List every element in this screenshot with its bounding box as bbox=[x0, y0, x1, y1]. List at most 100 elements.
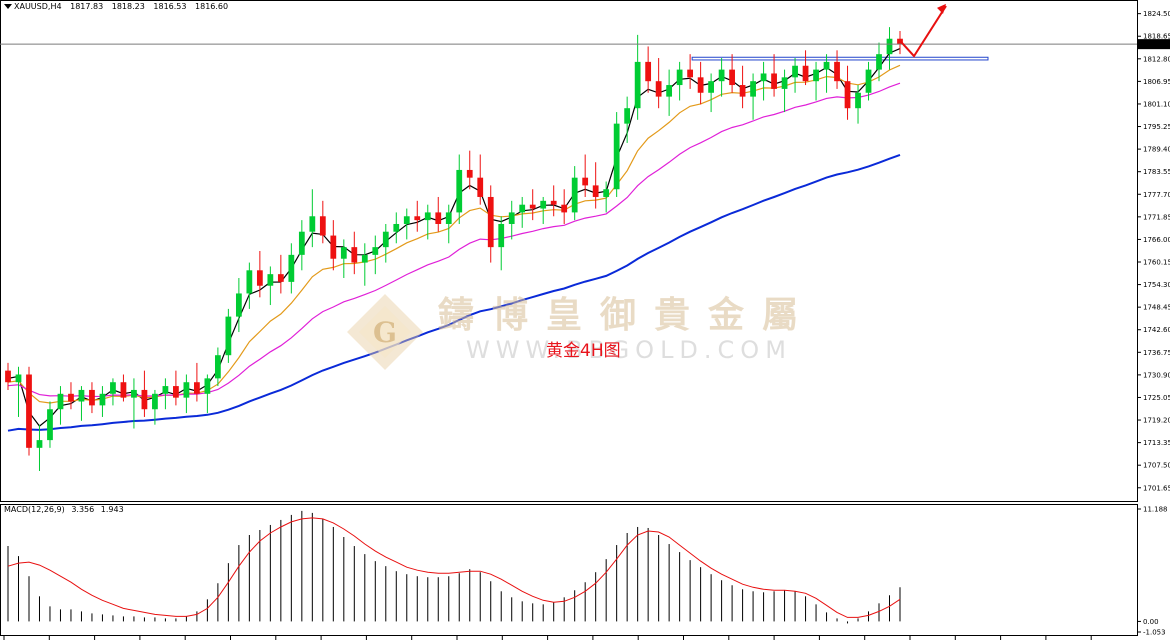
price-tick-label-16: 1730.90 bbox=[1143, 371, 1170, 379]
candles bbox=[5, 27, 903, 471]
candle-body-38 bbox=[403, 216, 410, 224]
macd-tick-label-0: 11.188 bbox=[1143, 506, 1168, 514]
candle-body-72 bbox=[760, 73, 767, 82]
candle-body-45 bbox=[477, 177, 484, 197]
macd-axis: 11.188 0.00 -1.053 bbox=[3, 506, 1168, 640]
price-tick-label-2: 1812.80 bbox=[1143, 55, 1170, 63]
macd-indicator bbox=[7, 510, 901, 624]
macd-label-name: MACD(12,26,9) bbox=[4, 505, 65, 514]
macd-tick-label-2: -1.053 bbox=[1143, 629, 1166, 637]
candle-body-20 bbox=[214, 355, 221, 379]
candle-body-21 bbox=[225, 316, 232, 356]
candle-body-37 bbox=[393, 223, 400, 232]
candle-body-61 bbox=[645, 61, 652, 82]
candle-body-30 bbox=[319, 216, 326, 236]
price-tick-label-1: 1818.65 bbox=[1143, 33, 1170, 41]
candle-body-22 bbox=[235, 293, 242, 317]
candle-body-33 bbox=[351, 247, 358, 263]
candle-body-48 bbox=[508, 212, 515, 224]
candle-body-25 bbox=[267, 274, 274, 286]
candle-body-19 bbox=[204, 378, 211, 394]
candle-body-23 bbox=[246, 270, 253, 294]
candle-body-15 bbox=[162, 386, 169, 394]
candle-body-11 bbox=[120, 382, 127, 398]
candle-body-12 bbox=[131, 389, 137, 398]
macd-tick-label-1: 0.00 bbox=[1143, 618, 1159, 626]
price-overlay: 1816.60 bbox=[0, 3, 1170, 58]
forecast-arrow-line bbox=[899, 5, 947, 58]
candle-body-43 bbox=[456, 169, 463, 213]
candle-body-54 bbox=[571, 177, 578, 213]
candle-body-63 bbox=[666, 85, 673, 97]
candle-body-44 bbox=[466, 169, 473, 178]
resistance-zone-box bbox=[691, 56, 989, 61]
candle-body-8 bbox=[89, 389, 95, 406]
price-tick-label-3: 1806.95 bbox=[1143, 78, 1170, 86]
symbol-label: XAUUSD,H4 bbox=[14, 2, 62, 11]
candle-body-35 bbox=[372, 247, 379, 255]
candle-body-60 bbox=[634, 61, 641, 109]
main-panel-border bbox=[0, 0, 1138, 502]
candle-body-80 bbox=[844, 81, 851, 109]
candle-body-5 bbox=[57, 393, 64, 410]
candle-body-4 bbox=[47, 409, 53, 441]
candle-body-76 bbox=[802, 65, 809, 82]
candle-body-74 bbox=[781, 77, 788, 89]
candle-body-29 bbox=[309, 216, 316, 232]
watermark-logo: G bbox=[347, 294, 423, 370]
candle-body-50 bbox=[529, 204, 536, 209]
price-tick-label-17: 1725.05 bbox=[1143, 394, 1170, 402]
price-tick-label-18: 1719.20 bbox=[1143, 417, 1170, 425]
candle-body-56 bbox=[592, 185, 599, 197]
candle-body-70 bbox=[739, 85, 746, 97]
price-tick-label-14: 1742.60 bbox=[1143, 326, 1170, 334]
candle-body-59 bbox=[624, 108, 631, 124]
candle-body-49 bbox=[519, 204, 526, 213]
price-tick-label-8: 1777.70 bbox=[1143, 191, 1170, 199]
candle-body-51 bbox=[540, 200, 547, 209]
price-tick-label-21: 1701.65 bbox=[1143, 484, 1170, 492]
candle-body-18 bbox=[194, 382, 200, 394]
watermark-english: WWW.BBGOLD.COM bbox=[466, 336, 792, 364]
price-tick-label-0: 1824.50 bbox=[1143, 10, 1170, 18]
macd-main-value: 3.356 bbox=[71, 505, 95, 514]
candle-body-79 bbox=[834, 61, 840, 82]
candle-body-67 bbox=[708, 81, 714, 93]
candle-body-7 bbox=[78, 389, 85, 402]
price-tick-label-12: 1754.30 bbox=[1143, 281, 1170, 289]
macd-panel-border bbox=[0, 504, 1138, 636]
candle-body-39 bbox=[414, 216, 421, 221]
candle-body-77 bbox=[813, 69, 819, 82]
macd-signal-line bbox=[7, 517, 901, 618]
macd-signal-value: 1.943 bbox=[100, 505, 124, 514]
price-tick-label-11: 1760.15 bbox=[1143, 258, 1170, 266]
ma-long-line bbox=[7, 153, 901, 432]
price-tick-label-9: 1771.85 bbox=[1143, 213, 1170, 221]
candle-body-64 bbox=[676, 69, 683, 86]
price-axis: 1824.50 1818.65 1812.80 1806.95 1801.10 1795.… bbox=[1137, 10, 1170, 492]
candle-body-0 bbox=[5, 370, 11, 383]
candle-body-32 bbox=[340, 247, 347, 259]
candle-body-81 bbox=[855, 92, 861, 109]
candle-body-66 bbox=[697, 77, 704, 93]
candle-body-46 bbox=[487, 196, 494, 248]
moving-averages bbox=[7, 48, 901, 432]
candle-body-84 bbox=[886, 38, 893, 55]
candle-body-75 bbox=[792, 65, 798, 78]
candle-body-78 bbox=[823, 61, 830, 70]
candle-body-13 bbox=[141, 389, 148, 410]
candle-body-69 bbox=[729, 69, 735, 86]
open-value: 1817.83 bbox=[70, 2, 104, 11]
candle-body-10 bbox=[110, 382, 116, 394]
candle-body-6 bbox=[68, 393, 74, 402]
chart-menu-triangle-icon[interactable] bbox=[4, 4, 12, 9]
low-value: 1816.53 bbox=[153, 2, 187, 11]
candle-body-47 bbox=[498, 223, 505, 248]
candle-body-27 bbox=[288, 254, 295, 282]
ohlc-header: XAUUSD,H4 1817.83 1818.23 1816.53 1816.6… bbox=[14, 2, 234, 11]
candle-body-14 bbox=[152, 393, 158, 410]
price-tick-label-15: 1736.75 bbox=[1143, 349, 1170, 357]
candle-body-68 bbox=[718, 69, 725, 82]
ma-fast-line bbox=[7, 48, 901, 427]
